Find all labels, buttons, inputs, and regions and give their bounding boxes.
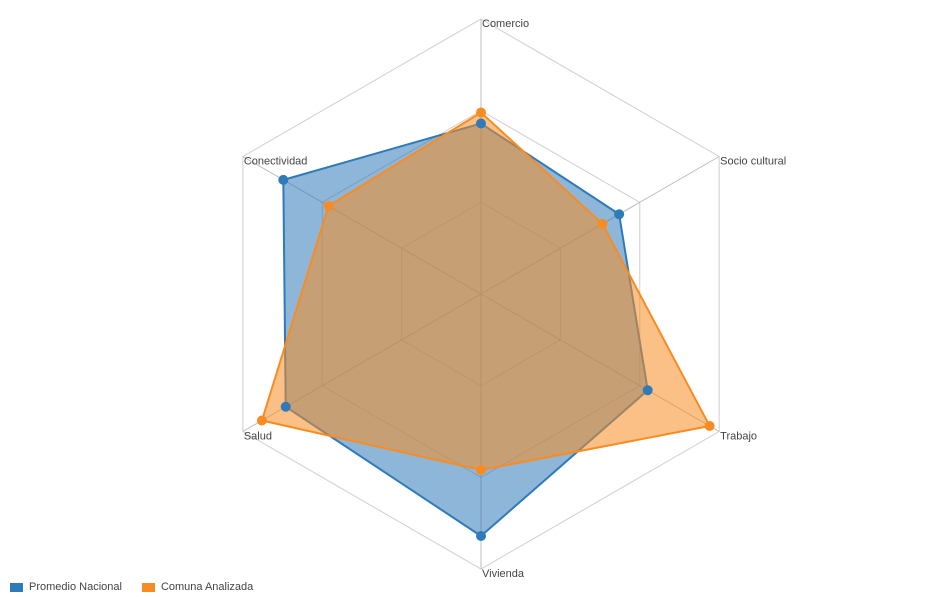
axis-label-salud: Salud xyxy=(244,431,272,443)
axis-label-trabajo: Trabajo xyxy=(720,431,757,443)
point-promedio-nacional-socio-cultural[interactable] xyxy=(614,209,625,220)
point-promedio-nacional-comercio[interactable] xyxy=(476,118,486,129)
point-promedio-nacional-conectividad[interactable] xyxy=(278,174,289,185)
legend-item-comuna-analizada[interactable]: Comuna Analizada xyxy=(141,581,254,593)
point-comuna-analizada-trabajo[interactable] xyxy=(704,421,715,431)
legend-label-comuna-analizada: Comuna Analizada xyxy=(160,581,254,593)
axis-labels: Comercio Socio cultural Trabajo Vivienda Sal… xyxy=(244,18,786,580)
point-comuna-analizada-socio-cultural[interactable] xyxy=(597,218,608,229)
point-promedio-nacional-vivienda[interactable] xyxy=(476,531,486,541)
radar-series xyxy=(260,111,711,537)
point-comuna-analizada-conectividad[interactable] xyxy=(323,201,334,211)
axis-label-socio-cultural: Socio cultural xyxy=(720,156,786,168)
axis-label-conectividad: Conectividad xyxy=(244,156,308,168)
axis-label-comercio: Comercio xyxy=(482,18,529,30)
point-comuna-analizada-comercio[interactable] xyxy=(476,107,486,118)
legend: Promedio Nacional Comuna Analizada xyxy=(10,578,273,596)
legend-label-promedio-nacional: Promedio Nacional xyxy=(29,581,122,593)
point-promedio-nacional-trabajo[interactable] xyxy=(642,385,653,396)
axis-label-vivienda: Vivienda xyxy=(482,568,525,580)
point-comuna-analizada-salud[interactable] xyxy=(256,415,267,426)
legend-swatch-promedio-nacional xyxy=(10,582,23,592)
point-comuna-analizada-vivienda[interactable] xyxy=(476,465,486,475)
radar-points xyxy=(256,107,715,541)
legend-swatch-comuna-analizada xyxy=(141,582,155,592)
legend-item-promedio-nacional[interactable]: Promedio Nacional xyxy=(10,581,122,593)
point-promedio-nacional-salud[interactable] xyxy=(280,401,291,412)
